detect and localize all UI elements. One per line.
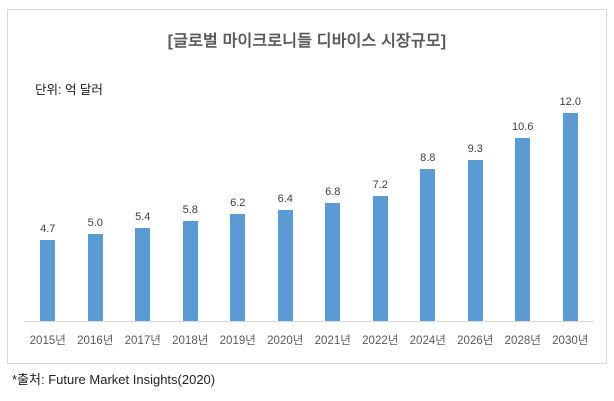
bar-value-label: 5.8 [182, 204, 198, 216]
x-axis-tick-label: 2030년 [552, 335, 589, 347]
bar [325, 203, 341, 321]
bar-slot: 6.4 [262, 10, 310, 321]
bar-value-label: 8.8 [420, 152, 436, 164]
bar-slot: 10.6 [499, 10, 547, 321]
bar [467, 160, 483, 321]
x-axis-labels: 2015년 2016년 2017년 2018년 2019년 2020년 2021년 2022년… [24, 332, 594, 348]
bar [277, 210, 293, 321]
bar-value-label: 6.2 [230, 197, 246, 209]
x-axis-tick-label: 2019년 [219, 335, 256, 347]
bars-container: 4.7 5.0 5.4 5.8 6.2 6.4 6.8 7.2 8.8 9.3 10.6 12.0 [24, 10, 594, 321]
bar-value-label: 9.3 [467, 143, 483, 155]
bar-slot: 12.0 [547, 10, 595, 321]
bar-slot: 7.2 [357, 10, 405, 321]
bar-slot: 8.8 [404, 10, 452, 321]
bar-value-label: 4.7 [40, 223, 56, 235]
x-axis-line [24, 321, 594, 322]
bar-slot: 5.4 [119, 10, 167, 321]
bar-slot: 5.8 [167, 10, 215, 321]
chart-title: [글로벌 마이크로니들 디바이스 시장규모] [167, 33, 447, 50]
bar [420, 169, 436, 321]
x-axis-tick-label: 2024년 [409, 335, 446, 347]
x-axis-tick-label: 2016년 [77, 335, 114, 347]
bar-value-label: 6.8 [325, 186, 341, 198]
bar-slot: 5.0 [72, 10, 120, 321]
bar-value-label: 12.0 [559, 96, 581, 108]
bar [515, 138, 531, 321]
unit-label: 단위: 억 달러 [35, 83, 103, 97]
bar [135, 228, 151, 321]
bar-value-label: 5.0 [87, 217, 103, 229]
x-axis-tick-label: 2022년 [362, 335, 399, 347]
bar-slot: 6.2 [214, 10, 262, 321]
bar-slot: 4.7 [24, 10, 72, 321]
bar-value-label: 7.2 [372, 179, 388, 191]
bar [40, 240, 56, 321]
chart-frame: [글로벌 마이크로니들 디바이스 시장규모] 단위: 억 달러 4.7 5.0 5.… [7, 9, 607, 364]
x-axis-tick-label: 2028년 [504, 335, 541, 347]
x-axis-tick-label: 2026년 [457, 335, 494, 347]
bar [182, 221, 198, 321]
bar-slot: 6.8 [309, 10, 357, 321]
x-axis-tick-label: 2021년 [314, 335, 351, 347]
bar-value-label: 5.4 [135, 211, 151, 223]
bar-value-label: 6.4 [277, 193, 293, 205]
x-axis-tick-label: 2018년 [172, 335, 209, 347]
source-note: *출처: Future Market Insights(2020) [12, 372, 216, 387]
bar [230, 214, 246, 321]
bar-value-label: 10.6 [512, 121, 534, 133]
bar [562, 113, 578, 321]
bar [87, 234, 103, 321]
bar [372, 196, 388, 321]
x-axis-tick-label: 2017년 [124, 335, 161, 347]
x-axis-tick-label: 2015년 [29, 335, 66, 347]
x-axis-tick-label: 2020년 [267, 335, 304, 347]
bar-slot: 9.3 [452, 10, 500, 321]
